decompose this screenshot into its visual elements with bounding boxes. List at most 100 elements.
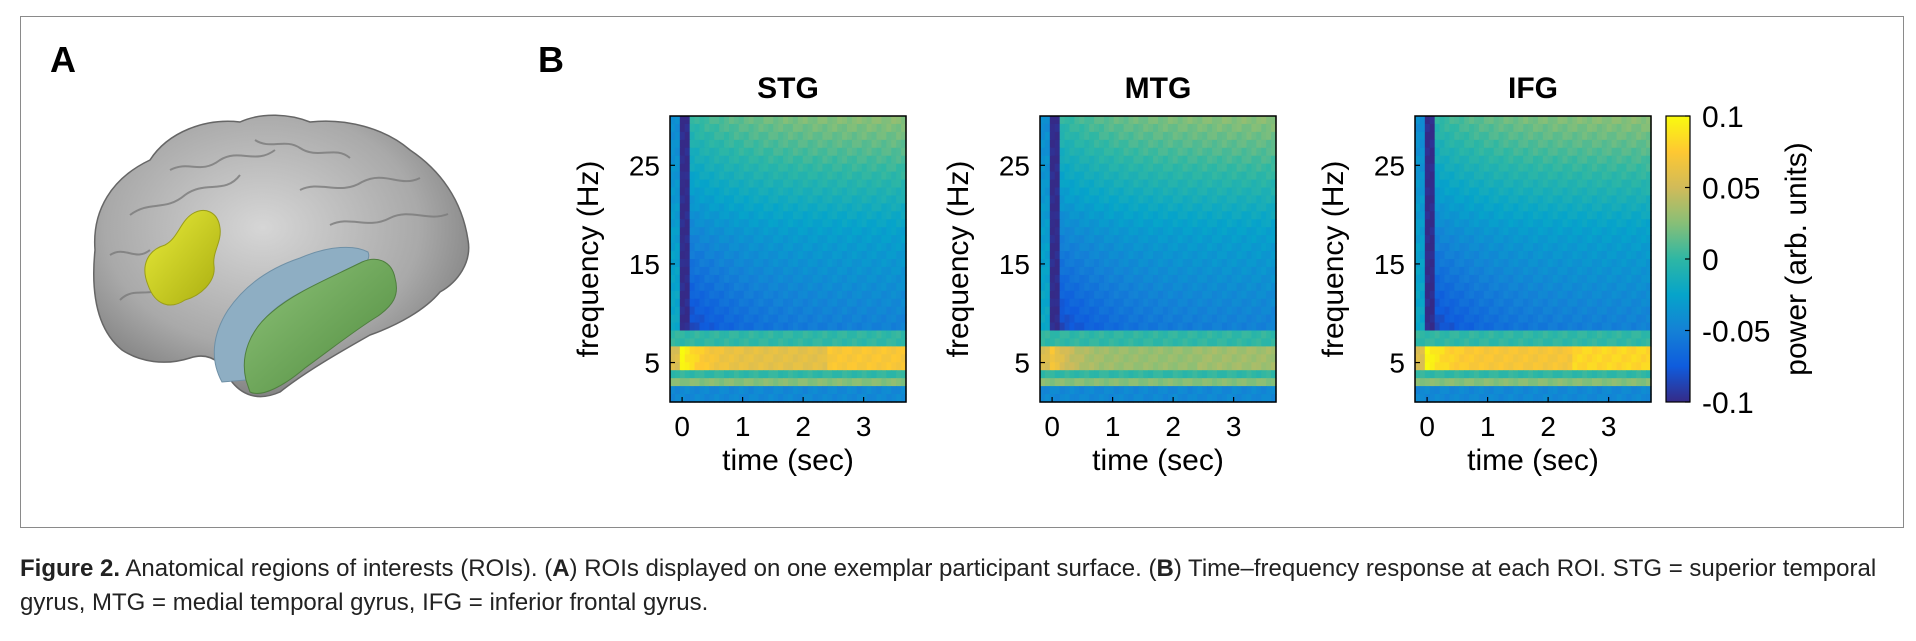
heatmap-cell: [1162, 386, 1169, 395]
heatmap-cell: [1261, 155, 1267, 165]
heatmap-cell: [847, 266, 853, 276]
heatmap-cell: [822, 211, 828, 220]
heatmap-cell: [1177, 235, 1184, 244]
heatmap-cell: [719, 274, 725, 284]
heatmap-cell: [1459, 155, 1465, 165]
heatmap-cell: [1182, 179, 1189, 189]
heatmap-cell: [1572, 163, 1578, 173]
heatmap-cell: [1454, 298, 1460, 308]
heatmap-cell: [748, 386, 755, 395]
heatmap-cell: [827, 338, 833, 347]
heatmap-cell: [1419, 147, 1426, 157]
heatmap-cell: [1059, 362, 1066, 371]
heatmap-cell: [1587, 259, 1593, 268]
heatmap-cell: [763, 219, 769, 228]
heatmap-cell: [768, 243, 774, 252]
heatmap-cell: [1221, 227, 1228, 236]
heatmap-cell: [1231, 354, 1238, 363]
heatmap-cell: [1577, 322, 1583, 332]
heatmap-cell: [842, 116, 848, 125]
heatmap-cell: [709, 171, 715, 181]
heatmap-cell: [1241, 306, 1248, 316]
heatmap-cell: [1616, 123, 1623, 133]
heatmap-cell: [871, 155, 878, 165]
heatmap-cell: [773, 187, 779, 197]
heatmap-cell: [1533, 139, 1539, 149]
heatmap-cell: [876, 274, 883, 284]
heatmap-cell: [753, 163, 760, 173]
heatmap-cell: [1513, 274, 1519, 284]
heatmap-cell: [724, 179, 730, 189]
heatmap-cell: [851, 155, 858, 165]
heatmap-cell: [689, 354, 696, 363]
heatmap-cell: [1616, 346, 1623, 355]
heatmap-cell: [1261, 274, 1267, 284]
heatmap-cell: [704, 354, 710, 363]
heatmap-cell: [901, 195, 907, 204]
heatmap-cell: [1498, 330, 1505, 340]
heatmap-cell: [1221, 139, 1228, 149]
heatmap-cell: [778, 306, 784, 316]
heatmap-cell: [1587, 131, 1593, 141]
heatmap-cell: [1646, 235, 1652, 244]
heatmap-cell: [1202, 370, 1208, 379]
heatmap-cell: [1498, 251, 1505, 260]
heatmap-cell: [1641, 290, 1647, 300]
heatmap-cell: [714, 266, 720, 276]
heatmap-cell: [1236, 179, 1243, 189]
heatmap-cell: [1123, 290, 1130, 300]
heatmap-cell: [1518, 243, 1524, 252]
heatmap-cell: [1172, 386, 1179, 395]
heatmap-cell: [1236, 306, 1243, 316]
heatmap-cell: [1611, 290, 1618, 300]
heatmap-cell: [1202, 346, 1208, 355]
heatmap-cell: [1528, 203, 1534, 212]
heatmap-cell: [886, 298, 892, 308]
heatmap-cell: [1187, 139, 1194, 149]
heatmap-cell: [709, 394, 715, 403]
heatmap-cell: [1177, 179, 1184, 189]
heatmap-cell: [1217, 322, 1223, 332]
heatmap-cell: [1459, 123, 1465, 133]
heatmap-cell: [1518, 227, 1524, 236]
heatmap-cell: [729, 147, 735, 157]
heatmap-cell: [871, 187, 878, 197]
heatmap-cell: [763, 155, 769, 165]
heatmap-cell: [1552, 131, 1559, 141]
heatmap-cell: [1059, 259, 1066, 268]
heatmap-cell: [1044, 251, 1051, 260]
heatmap-cell: [1226, 282, 1233, 292]
heatmap-cell: [1217, 131, 1223, 141]
heatmap-cell: [1601, 195, 1608, 204]
heatmap-cell: [1533, 251, 1539, 260]
heatmap-cell: [1498, 235, 1505, 244]
heatmap-cell: [679, 116, 686, 125]
heatmap-cell: [1197, 362, 1203, 371]
heatmap-cell: [1251, 163, 1257, 173]
heatmap-cell: [743, 266, 750, 276]
heatmap-cell: [881, 306, 887, 316]
heatmap-cell: [1172, 251, 1179, 260]
heatmap-cell: [832, 362, 838, 371]
heatmap-cell: [670, 386, 676, 395]
heatmap-cell: [861, 274, 868, 284]
heatmap-cell: [1271, 116, 1277, 125]
heatmap-cell: [1483, 131, 1490, 141]
heatmap-cell: [1158, 203, 1164, 212]
heatmap-cell: [1266, 362, 1272, 371]
heatmap-cell: [1079, 179, 1085, 189]
heatmap-cell: [1434, 203, 1441, 212]
heatmap-cell: [1202, 155, 1208, 165]
heatmap-cell: [1044, 362, 1051, 371]
heatmap-cell: [1493, 243, 1500, 252]
heatmap-cell: [733, 195, 740, 204]
heatmap-cell: [1118, 227, 1125, 236]
heatmap-cell: [1542, 116, 1549, 125]
heatmap-cell: [763, 251, 769, 260]
heatmap-cell: [1611, 211, 1618, 220]
heatmap-cell: [1133, 314, 1139, 324]
heatmap-cell: [1084, 282, 1090, 292]
heatmap-cell: [1148, 227, 1154, 236]
heatmap-cell: [1636, 147, 1642, 157]
heatmap-cell: [733, 259, 740, 268]
